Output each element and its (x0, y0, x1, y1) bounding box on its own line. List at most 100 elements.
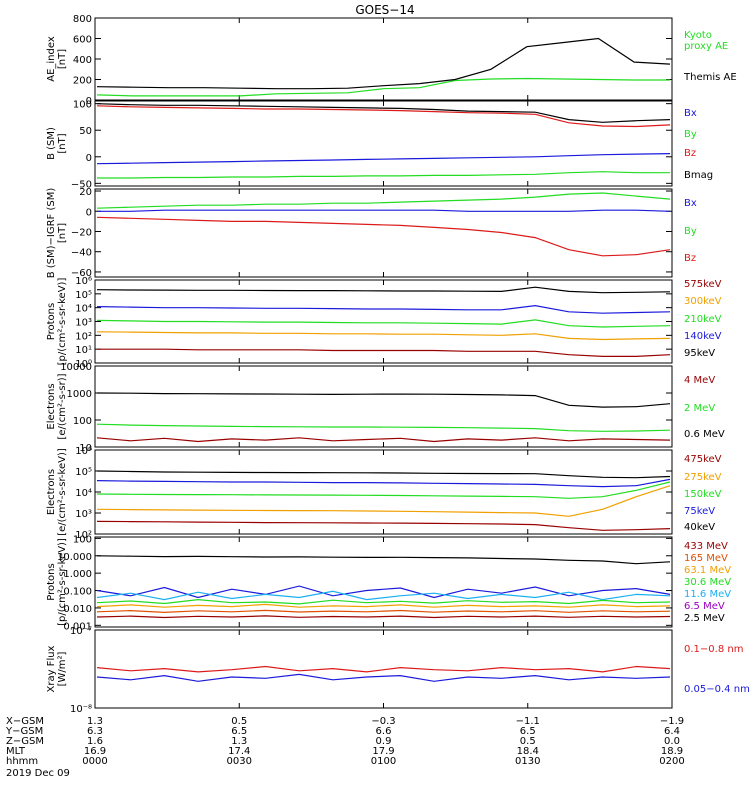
y-tick-label: 50 (79, 126, 92, 137)
ephemeris-row-label: hhmm (6, 756, 38, 767)
y-tick-label: 400 (73, 55, 92, 66)
legend-entry: 275keV (684, 472, 722, 483)
y-tick-label: 10⁵ (75, 467, 92, 478)
legend-entry: By (684, 129, 697, 140)
ephemeris-value: 16.9 (84, 746, 106, 757)
series-line-575kev (97, 348, 671, 357)
y-tick-label: 10² (75, 331, 92, 342)
y-tick-label: 10³ (75, 509, 92, 520)
y-axis-label: Xray Flux (46, 645, 57, 692)
y-tick-label: 0.001 (63, 621, 92, 632)
y-axis-label: [W/m²] (57, 651, 68, 686)
series-line-75kev (96, 478, 671, 488)
legend-entry: 30.6 MeV (684, 577, 731, 588)
series-line-bx (97, 209, 671, 212)
series-line-bz (96, 105, 671, 128)
ephemeris-table: X−GSMY−GSMZ−GSMMLThhmm1.36.31.616.900000… (5, 716, 685, 767)
y-tick-label: 10.000 (57, 552, 92, 563)
y-axis-label: [nT] (57, 223, 68, 243)
panel-xray: 10⁻⁸ 10⁻⁷ Xray Flux [W/m²] 0.1−0.8 nm 0.05−0.… (46, 626, 750, 715)
ephemeris-value: −1.1 (516, 716, 540, 727)
ephemeris-value: 1.3 (231, 736, 247, 747)
ephemeris-value: 6.5 (231, 726, 247, 737)
legend-entry: 2.5 MeV (684, 613, 725, 624)
y-axis-label: Protons (46, 563, 57, 600)
legend-entry: 300keV (684, 296, 722, 307)
ephemeris-row-label: MLT (6, 746, 26, 757)
y-tick-label: 0 (86, 96, 92, 107)
ephemeris-value: 0130 (515, 756, 540, 767)
series-line-by (96, 192, 671, 209)
legend-entry: 0.05−0.4 nm (684, 684, 750, 695)
ephemeris-value: 1.3 (87, 716, 103, 727)
y-tick-label: −40 (71, 248, 92, 259)
panel-bigrf: −60 −40 −20 0 20 B (SM)−IGRF (SM) [nT] Bx By Bz (46, 187, 697, 279)
y-tick-label: 10¹ (75, 345, 92, 356)
y-tick-label: 10⁻⁷ (70, 626, 92, 637)
y-tick-label: 0.010 (63, 604, 92, 615)
series-line-300kev (96, 331, 671, 341)
series-line-2-5-mev (96, 555, 671, 565)
series-line-bmag (96, 103, 671, 123)
y-tick-label: 100 (73, 100, 92, 111)
ephemeris-value: 0030 (227, 756, 252, 767)
y-tick-label: 800 (73, 14, 92, 25)
y-tick-label: 1000 (67, 389, 92, 400)
legend-entry: 575keV (684, 279, 722, 290)
legend-entry: 210keV (684, 314, 722, 325)
y-tick-label: 10³ (75, 318, 92, 329)
y-tick-label: 100 (73, 534, 92, 545)
legend-entry: 150keV (684, 489, 722, 500)
legend-entry: 140keV (684, 331, 722, 342)
series-line-95kev (96, 286, 671, 294)
series-line-themis-ae (96, 37, 671, 90)
plot-title: GOES−14 (355, 3, 414, 17)
panel-protons1: 10⁰ 10¹ 10² 10³ 10⁴ 10⁵ 10⁶ Protons [p/(cm²-s-sr… (46, 276, 722, 370)
ephemeris-value: 0100 (371, 756, 396, 767)
series-line-by (97, 171, 670, 179)
y-axis-label: Protons (46, 303, 57, 340)
y-axis-label: [p/(cm²-s-sr-keV)] (57, 538, 68, 626)
ephemeris-value: 18.9 (661, 746, 683, 757)
y-tick-label: 10⁴ (75, 488, 92, 499)
ephemeris-value: 1.6 (87, 736, 103, 747)
y-tick-label: 10⁴ (75, 304, 92, 315)
legend-entry: 0.1−0.8 nm (684, 644, 743, 655)
ephemeris-row-label: Z−GSM (6, 736, 44, 747)
panel-frame (94, 536, 673, 628)
legend-entry: 6.5 MeV (684, 601, 725, 612)
series-line-bx (96, 153, 671, 165)
series-line-150kev (96, 481, 671, 499)
y-tick-label: −50 (71, 179, 92, 190)
legend-entry: 11.6 MeV (684, 589, 731, 600)
y-tick-label: 20 (79, 187, 92, 198)
series-line-275kev (96, 485, 671, 517)
legend-entry: proxy AE (684, 41, 728, 52)
legend-entry: 475keV (684, 454, 722, 465)
legend-entry: 2 MeV (684, 403, 715, 414)
y-tick-label: 1.000 (63, 569, 92, 580)
y-axis-label: AE_index (46, 36, 57, 82)
series-line-0-6-mev (96, 392, 671, 408)
y-tick-label: −60 (71, 268, 92, 279)
y-axis-label: [nT] (57, 49, 68, 69)
y-tick-label: 10⁵ (75, 290, 92, 301)
ephemeris-value: 17.9 (372, 746, 394, 757)
ephemeris-value: 6.5 (520, 726, 536, 737)
legend-entry: 433 MeV (684, 541, 728, 552)
y-tick-label: 10⁶ (75, 276, 92, 287)
legend-entry: By (684, 226, 697, 237)
ephemeris-value: −1.9 (660, 716, 684, 727)
ephemeris-row-label: Y−GSM (5, 726, 43, 737)
ephemeris-value: 6.3 (87, 726, 103, 737)
panel-electrons2: 10² 10³ 10⁴ 10⁵ 10⁶ Electrons [e/(cm²-s-sr-keV… (46, 446, 722, 541)
ephemeris-row-label: X−GSM (6, 716, 44, 727)
y-tick-label: −20 (71, 227, 92, 238)
y-axis-label: [e/(cm²-s-sr)] (57, 373, 68, 439)
y-tick-label: 10⁰ (75, 359, 92, 370)
panel-frame (94, 629, 673, 709)
series-line-63-1-mev (96, 603, 671, 608)
